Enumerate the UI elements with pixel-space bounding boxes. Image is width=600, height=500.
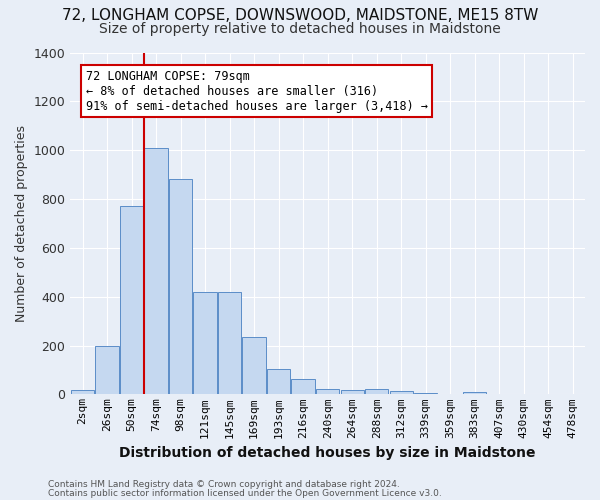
Bar bbox=[316, 389, 339, 394]
Text: Contains public sector information licensed under the Open Government Licence v3: Contains public sector information licen… bbox=[48, 488, 442, 498]
Bar bbox=[145, 148, 168, 394]
Bar bbox=[292, 378, 315, 394]
Bar bbox=[341, 390, 364, 394]
Bar bbox=[169, 180, 192, 394]
Bar bbox=[95, 346, 119, 395]
Text: Size of property relative to detached houses in Maidstone: Size of property relative to detached ho… bbox=[99, 22, 501, 36]
Bar bbox=[365, 389, 388, 394]
Text: 72, LONGHAM COPSE, DOWNSWOOD, MAIDSTONE, ME15 8TW: 72, LONGHAM COPSE, DOWNSWOOD, MAIDSTONE,… bbox=[62, 8, 538, 22]
Bar bbox=[267, 368, 290, 394]
Bar bbox=[193, 292, 217, 394]
Bar bbox=[218, 292, 241, 394]
Y-axis label: Number of detached properties: Number of detached properties bbox=[15, 125, 28, 322]
Text: Contains HM Land Registry data © Crown copyright and database right 2024.: Contains HM Land Registry data © Crown c… bbox=[48, 480, 400, 489]
Bar bbox=[71, 390, 94, 394]
Bar bbox=[120, 206, 143, 394]
Text: 72 LONGHAM COPSE: 79sqm
← 8% of detached houses are smaller (316)
91% of semi-de: 72 LONGHAM COPSE: 79sqm ← 8% of detached… bbox=[86, 70, 428, 112]
Bar bbox=[242, 337, 266, 394]
Bar bbox=[414, 393, 437, 394]
X-axis label: Distribution of detached houses by size in Maidstone: Distribution of detached houses by size … bbox=[119, 446, 536, 460]
Bar bbox=[463, 392, 487, 394]
Bar bbox=[389, 390, 413, 394]
